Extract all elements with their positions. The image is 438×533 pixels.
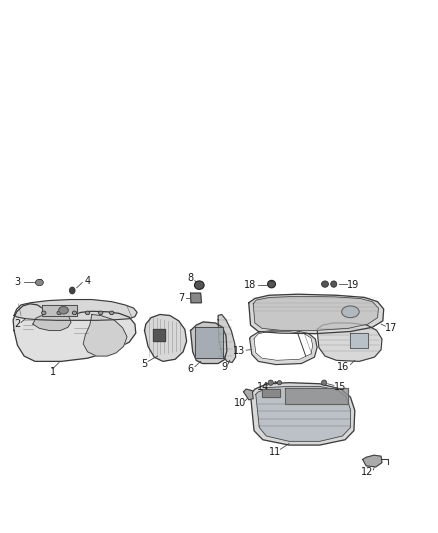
Ellipse shape xyxy=(99,311,103,314)
Polygon shape xyxy=(363,455,382,467)
Text: 4: 4 xyxy=(85,277,91,286)
Polygon shape xyxy=(42,305,77,316)
Polygon shape xyxy=(350,333,368,348)
Ellipse shape xyxy=(321,380,327,385)
Text: 9: 9 xyxy=(221,362,227,372)
Text: 15: 15 xyxy=(334,383,346,392)
Ellipse shape xyxy=(85,311,90,314)
Text: 2: 2 xyxy=(14,319,21,329)
Text: 6: 6 xyxy=(187,364,194,374)
Text: 18: 18 xyxy=(244,280,256,290)
Text: 12: 12 xyxy=(361,467,373,477)
Polygon shape xyxy=(13,304,136,361)
Polygon shape xyxy=(33,313,71,330)
Ellipse shape xyxy=(277,381,282,385)
Ellipse shape xyxy=(72,311,77,314)
Ellipse shape xyxy=(268,280,276,288)
Polygon shape xyxy=(153,329,165,341)
Text: 16: 16 xyxy=(337,362,349,372)
Ellipse shape xyxy=(59,306,68,314)
Ellipse shape xyxy=(57,311,61,314)
Polygon shape xyxy=(249,294,384,334)
Text: 13: 13 xyxy=(233,346,245,356)
Text: 19: 19 xyxy=(347,280,359,290)
Polygon shape xyxy=(262,389,280,397)
Text: 1: 1 xyxy=(49,367,56,376)
Ellipse shape xyxy=(321,281,328,287)
Polygon shape xyxy=(195,327,223,358)
Polygon shape xyxy=(254,332,313,360)
Polygon shape xyxy=(251,383,355,445)
Polygon shape xyxy=(83,314,127,356)
Ellipse shape xyxy=(42,311,46,314)
Polygon shape xyxy=(317,323,382,361)
Ellipse shape xyxy=(110,311,114,314)
Text: 3: 3 xyxy=(14,278,21,287)
Text: 7: 7 xyxy=(178,294,184,303)
Polygon shape xyxy=(14,300,137,320)
Polygon shape xyxy=(191,293,201,303)
Text: 14: 14 xyxy=(257,383,269,392)
Text: 10: 10 xyxy=(234,399,246,408)
Text: 11: 11 xyxy=(269,447,281,457)
Text: 5: 5 xyxy=(141,359,148,368)
Ellipse shape xyxy=(35,279,43,286)
Ellipse shape xyxy=(331,281,337,287)
Ellipse shape xyxy=(268,380,273,385)
Ellipse shape xyxy=(70,287,75,294)
Text: 17: 17 xyxy=(385,323,398,333)
Polygon shape xyxy=(244,389,253,400)
Polygon shape xyxy=(256,386,350,441)
Text: 8: 8 xyxy=(187,273,194,283)
Ellipse shape xyxy=(342,306,359,318)
Polygon shape xyxy=(145,314,187,361)
Ellipse shape xyxy=(194,281,204,289)
Polygon shape xyxy=(285,388,348,404)
Polygon shape xyxy=(191,322,227,364)
Polygon shape xyxy=(218,314,236,362)
Polygon shape xyxy=(250,330,317,365)
Polygon shape xyxy=(253,296,378,330)
